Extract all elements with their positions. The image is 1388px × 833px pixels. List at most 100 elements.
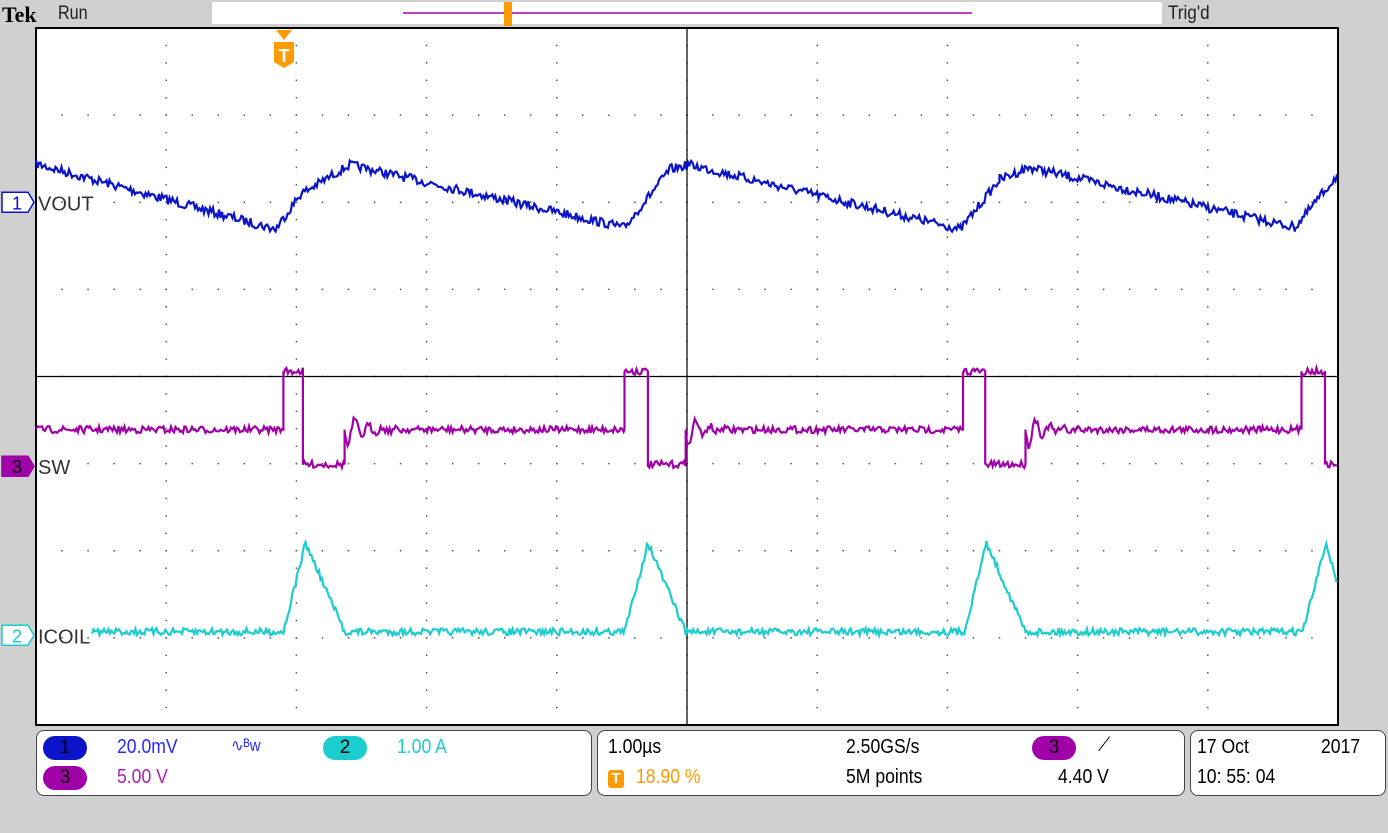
grid-dot	[243, 288, 246, 291]
horizontal-trigger-panel[interactable]: 1.00µs T 18.90 % 2.50GS/s 5M points 3 ⟋ …	[597, 730, 1185, 796]
grid-dot	[1076, 584, 1079, 587]
grid-dot	[816, 288, 818, 291]
grid-dot	[556, 96, 558, 99]
grid-dot	[87, 637, 89, 639]
trigger-position: 18.90 %	[636, 766, 701, 788]
grid-dot	[1076, 79, 1079, 82]
grid-dot	[1128, 637, 1131, 639]
grid-dot	[1181, 462, 1183, 465]
ch1-badge[interactable]: 1	[43, 736, 87, 760]
grid-dot	[582, 637, 584, 639]
grid-dot	[165, 393, 167, 395]
grid-dot	[530, 114, 532, 116]
grid-dot	[1154, 114, 1157, 116]
ch3-ground-marker[interactable]: 3	[1, 455, 35, 477]
grid-dot	[191, 114, 193, 116]
grid-dot	[1024, 201, 1027, 203]
grid-dot	[165, 149, 167, 151]
grid-dot	[217, 114, 220, 116]
grid-dot	[1154, 201, 1157, 203]
vertical-readout-panel[interactable]: 1 20.0mV ∿ᴮw 2 1.00 A 3 5.00 V	[36, 730, 592, 796]
grid-dot	[1050, 550, 1053, 552]
ch3-badge[interactable]: 3	[43, 766, 87, 790]
grid-dot	[946, 271, 949, 273]
grid-dot	[295, 497, 298, 500]
grid-dot	[113, 201, 115, 203]
grid-dot	[816, 393, 818, 395]
ch2-ground-marker[interactable]: 2	[1, 624, 35, 646]
grid-dot	[477, 462, 480, 465]
grid-dot	[425, 706, 428, 709]
ch2-badge[interactable]: 2	[323, 736, 367, 760]
trigger-source-badge[interactable]: 3	[1032, 736, 1076, 760]
grid-dot	[1207, 567, 1209, 569]
grid-dot	[1233, 201, 1235, 203]
grid-dot	[816, 602, 818, 604]
grid-dot	[608, 201, 610, 203]
grid-dot	[295, 340, 298, 343]
grid-dot	[1207, 253, 1209, 256]
grid-dot	[165, 236, 167, 238]
grid-dot	[920, 288, 923, 291]
grid-dot	[1311, 288, 1313, 291]
grid-dot	[295, 62, 298, 64]
grid-dot	[425, 410, 428, 413]
trace-label-sw: SW	[38, 457, 70, 479]
grid-dot	[712, 462, 714, 465]
grid-dot	[1076, 671, 1079, 674]
grid-dot	[972, 201, 975, 203]
grid-dot	[373, 462, 376, 465]
grid-dot	[1076, 306, 1079, 308]
grid-dot	[790, 462, 792, 465]
grid-dot	[425, 393, 428, 395]
grid-dot	[165, 532, 167, 535]
grid-dot	[946, 358, 949, 360]
grid-dot	[946, 306, 949, 308]
grid-dot	[1285, 550, 1287, 552]
grid-dot	[1207, 480, 1209, 482]
grid-dot	[1076, 44, 1079, 47]
grid-dot	[1050, 201, 1053, 203]
graticule	[36, 28, 1338, 725]
grid-dot	[764, 550, 766, 552]
grid-dot	[373, 288, 376, 291]
grid-dot	[1207, 550, 1209, 552]
ch1-ground-marker[interactable]: 1	[1, 191, 35, 213]
grid-dot	[295, 96, 298, 99]
grid-dot	[295, 306, 298, 308]
grid-dot	[243, 114, 246, 116]
grid-dot	[61, 550, 63, 552]
trigger-position-icon[interactable]: T	[274, 30, 294, 68]
grid-dot	[816, 358, 818, 360]
grid-dot	[608, 288, 610, 291]
grid-dot	[87, 201, 89, 203]
grid-dot	[1207, 114, 1209, 116]
grid-dot	[1128, 462, 1131, 465]
grid-dot	[165, 218, 167, 221]
grid-dot	[608, 114, 610, 116]
grid-dot	[738, 114, 740, 116]
grid-dot	[764, 114, 766, 116]
acquisition-state[interactable]: Run	[58, 3, 88, 24]
grid-dot	[946, 166, 949, 169]
grid-dot	[842, 550, 844, 552]
grid-dot	[660, 114, 662, 116]
grid-dot	[868, 114, 871, 116]
grid-dot	[1076, 497, 1079, 500]
grid-dot	[347, 288, 350, 291]
grid-dot	[425, 637, 428, 639]
grid-dot	[946, 288, 949, 291]
grid-dot	[1102, 114, 1105, 116]
grid-dot	[556, 445, 558, 447]
grid-dot	[530, 288, 532, 291]
grid-dot	[295, 462, 298, 465]
record-view[interactable]	[212, 2, 1162, 26]
grid-dot	[1207, 689, 1209, 691]
grid-dot	[295, 288, 298, 291]
grid-dot	[1181, 550, 1183, 552]
grid-dot	[425, 288, 428, 291]
grid-dot	[1207, 166, 1209, 169]
grid-dot	[712, 114, 714, 116]
grid-dot	[165, 550, 167, 552]
